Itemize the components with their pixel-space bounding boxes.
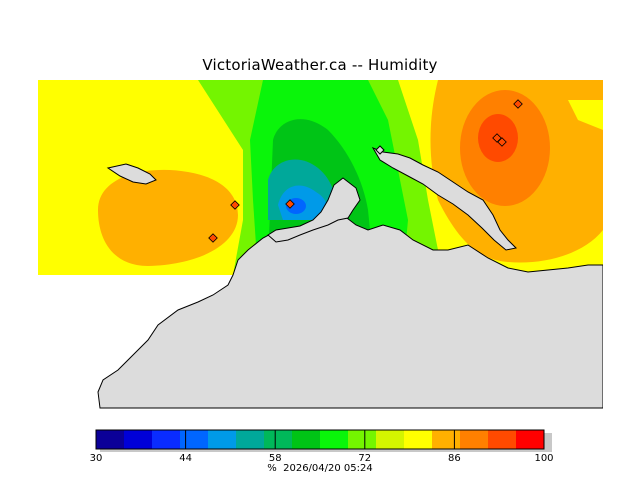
colorbar-swatch — [320, 430, 349, 449]
colorbar-swatch — [264, 430, 293, 449]
station-marker — [230, 200, 240, 210]
coastline-island-north — [106, 163, 157, 185]
colorbar-swatch — [348, 430, 377, 449]
coastline-inlet — [371, 146, 518, 251]
colorbar-swatch — [516, 430, 545, 449]
colorbar-footer: % 2026/04/20 05:24 — [0, 463, 640, 474]
colorbar-swatch — [292, 430, 321, 449]
colorbar-swatch — [376, 430, 405, 449]
timestamp: 2026/04/20 05:24 — [283, 463, 373, 474]
colorbar-swatch — [432, 430, 461, 449]
colorbar-ticks: 30 44 58 72 86 100 — [90, 430, 554, 464]
unit-label: % — [267, 463, 277, 474]
colorbar-tick-label: 44 — [179, 453, 192, 464]
contour-orange-west — [98, 169, 238, 266]
colorbar-tick-label: 30 — [90, 453, 102, 464]
colorbar-tick-label: 58 — [269, 453, 282, 464]
humidity-map — [38, 80, 603, 409]
colorbar-swatch — [180, 430, 209, 449]
colorbar-tick-label: 100 — [534, 453, 553, 464]
colorbar-tick-label: 72 — [358, 453, 371, 464]
colorbar-swatch — [152, 430, 181, 449]
coastline-islet-a — [375, 145, 385, 155]
colorbar-swatch — [460, 430, 489, 449]
humidity-colorbar: 30 44 58 72 86 100 — [90, 429, 554, 464]
station-marker — [513, 99, 523, 109]
colorbar-swatch — [236, 430, 265, 449]
map-title: VictoriaWeather.ca -- Humidity — [202, 56, 438, 74]
colorbar-swatch — [96, 430, 125, 449]
station-marker — [285, 199, 295, 209]
colorbar-swatches — [96, 430, 545, 449]
station-marker — [497, 137, 507, 147]
coastline-peninsula — [267, 177, 361, 243]
colorbar-swatch — [208, 430, 237, 449]
colorbar-swatch — [124, 430, 153, 449]
weather-stations — [208, 99, 523, 243]
station-marker — [208, 233, 218, 243]
colorbar-tick-label: 86 — [448, 453, 461, 464]
colorbar-swatch — [488, 430, 517, 449]
colorbar-swatch — [404, 430, 433, 449]
contour-orange-light — [568, 100, 603, 130]
